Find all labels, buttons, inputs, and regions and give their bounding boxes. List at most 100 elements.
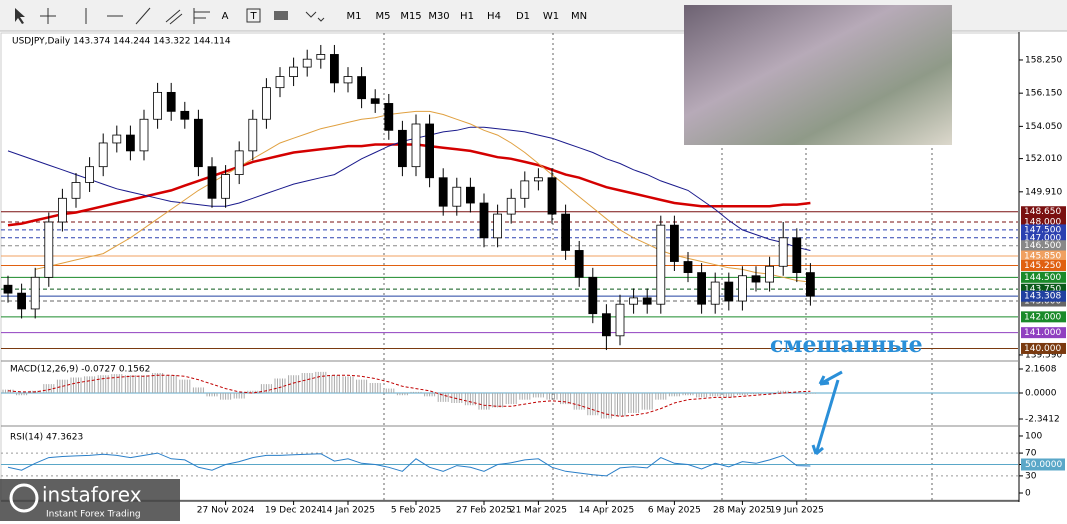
y-tick-label: 70 (1025, 449, 1037, 459)
timeframe-button[interactable]: H4 (487, 11, 501, 22)
x-tick-label: 27 Feb 2025 (456, 506, 512, 516)
timeframe-button[interactable]: M5 (376, 11, 391, 22)
fibo-tool[interactable] (193, 8, 210, 24)
candle-body (602, 313, 611, 337)
x-tick-label: 5 Feb 2025 (391, 506, 441, 516)
candle-body (180, 110, 190, 120)
candle-body (561, 213, 570, 251)
x-tick-label: 21 Mar 2025 (510, 506, 567, 516)
x-tick-label: 28 May 2025 (713, 506, 772, 516)
y-tick-label: 154.050 (1025, 122, 1062, 132)
timeframe-button[interactable]: W1 (543, 11, 559, 22)
level-tag (1021, 327, 1066, 339)
candle-body (697, 272, 706, 305)
candle-body (316, 54, 326, 60)
candle-body (629, 297, 638, 305)
text-tool[interactable]: A (222, 11, 229, 22)
level-tag (1021, 311, 1066, 323)
level-tag (1021, 259, 1066, 271)
level-label: 148.000 (1024, 218, 1061, 228)
level-label: 140.000 (1024, 344, 1061, 354)
candle-body (112, 134, 122, 144)
y-tick-label: 139.590 (1025, 350, 1062, 360)
cursor-tool[interactable] (15, 8, 25, 24)
level-tag (1021, 283, 1066, 295)
candle-body (670, 224, 679, 262)
candle-body (126, 134, 135, 152)
candle-body (452, 186, 462, 207)
candle-body (806, 272, 815, 297)
logo-mark (9, 483, 39, 513)
candle-body (302, 58, 312, 68)
level-label: 145.250 (1024, 261, 1061, 271)
arrow (818, 370, 843, 386)
label-tool-box[interactable] (246, 8, 261, 23)
indicator-title: RSI(14) 47.3623 (10, 433, 83, 443)
candle-body (778, 237, 788, 267)
x-tick-label: 19 Jun 2025 (770, 506, 824, 516)
candle-body (479, 202, 489, 239)
candle-body (98, 142, 108, 168)
level-tag (1021, 342, 1066, 354)
candle-body (765, 265, 774, 283)
candle-body (724, 281, 734, 302)
y-tick-label: 152.010 (1025, 154, 1062, 164)
candle-body (738, 275, 747, 302)
candle-body (792, 237, 802, 273)
y-tick-label: 50.0000 (1025, 460, 1062, 470)
indicator-title: MACD(12,26,9) -0.0727 0.1562 (10, 365, 150, 375)
candle-body (17, 292, 27, 310)
candle-body (357, 76, 367, 100)
crosshair-tool[interactable] (40, 8, 56, 24)
candle-body (710, 281, 720, 305)
shapes-tool[interactable] (274, 11, 288, 20)
level-label: 148.650 (1024, 207, 1061, 217)
candle-body (683, 261, 693, 273)
candle-body (85, 166, 94, 183)
timeframe-button[interactable]: MN (571, 11, 587, 22)
candle-body (234, 150, 244, 175)
candle-body (193, 118, 203, 168)
macd-signal (7, 374, 811, 417)
level-tag (1021, 206, 1066, 218)
x-tick-label: 14 Jan 2025 (321, 506, 375, 516)
channel-tool[interactable] (165, 9, 183, 25)
timeframe-button[interactable]: M1 (347, 11, 362, 22)
level-tag (1021, 250, 1066, 262)
arrows-tool[interactable] (305, 11, 325, 22)
y-tick-label: 156.150 (1025, 89, 1062, 99)
label-tool[interactable]: T (249, 11, 257, 22)
x-tick-label: 14 Apr 2025 (579, 506, 635, 516)
candle-body (139, 118, 149, 152)
candle-body (615, 303, 625, 337)
trendline-tool[interactable] (135, 7, 151, 25)
level-tag (1021, 290, 1066, 302)
candle-body (166, 91, 176, 112)
y-tick-label: 158.250 (1025, 55, 1062, 65)
candle-body (493, 213, 503, 239)
candle-body (153, 91, 163, 120)
rsi-line (7, 452, 811, 477)
candle-body (329, 54, 339, 84)
candle-body (221, 174, 231, 199)
candle-body (261, 87, 271, 120)
candle-body (207, 166, 217, 199)
candle-body (547, 177, 557, 215)
candle-body (343, 76, 353, 84)
logo: instaforex Instant Forex Trading (0, 479, 180, 521)
timeframe-button[interactable]: H1 (460, 11, 474, 22)
level-label: 144.500 (1024, 273, 1061, 283)
timeframe-button[interactable]: M30 (428, 11, 449, 22)
candle-body (275, 76, 285, 89)
level-label: 146.500 (1024, 241, 1061, 251)
timeframe-button[interactable]: M15 (400, 11, 421, 22)
timeframe-button[interactable]: D1 (516, 11, 530, 22)
candle-body (411, 123, 421, 168)
moving-average (7, 126, 811, 251)
x-tick-label: 19 Dec 2024 (265, 506, 323, 516)
candle-body (520, 180, 530, 199)
banknote-photo (684, 5, 952, 145)
level-label: 142.000 (1024, 312, 1061, 322)
candle-body (30, 276, 40, 310)
candle-body (58, 197, 67, 223)
